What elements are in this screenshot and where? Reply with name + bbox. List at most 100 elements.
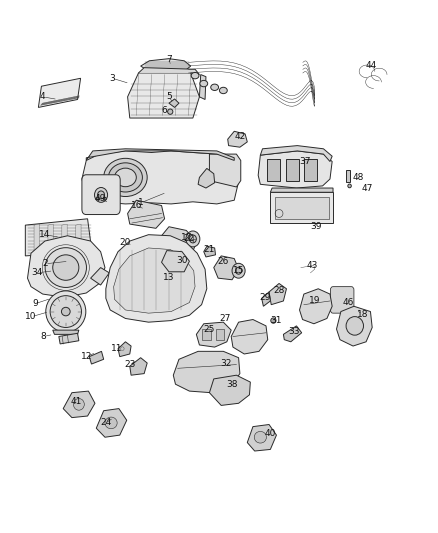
Polygon shape bbox=[261, 292, 270, 306]
Text: 11: 11 bbox=[111, 344, 123, 353]
Polygon shape bbox=[260, 146, 332, 161]
Polygon shape bbox=[199, 75, 206, 100]
Ellipse shape bbox=[109, 163, 142, 192]
Ellipse shape bbox=[115, 168, 136, 187]
Ellipse shape bbox=[74, 253, 81, 259]
Polygon shape bbox=[131, 241, 152, 261]
Ellipse shape bbox=[346, 317, 364, 335]
Polygon shape bbox=[39, 78, 81, 108]
Text: 44: 44 bbox=[366, 61, 377, 69]
Text: 30: 30 bbox=[176, 256, 188, 265]
Polygon shape bbox=[63, 391, 95, 418]
Polygon shape bbox=[209, 375, 251, 406]
Polygon shape bbox=[247, 424, 276, 451]
Text: 33: 33 bbox=[288, 327, 300, 336]
Polygon shape bbox=[169, 99, 179, 108]
Text: 8: 8 bbox=[41, 332, 46, 341]
Text: 49: 49 bbox=[95, 194, 106, 203]
Polygon shape bbox=[28, 236, 105, 297]
Polygon shape bbox=[336, 306, 372, 346]
Ellipse shape bbox=[98, 191, 105, 199]
Text: 41: 41 bbox=[71, 397, 82, 406]
Polygon shape bbox=[162, 227, 196, 256]
Text: 19: 19 bbox=[309, 296, 321, 305]
Ellipse shape bbox=[97, 197, 99, 200]
Text: 40: 40 bbox=[265, 429, 276, 438]
Ellipse shape bbox=[53, 255, 79, 280]
Text: 34: 34 bbox=[32, 268, 43, 277]
Ellipse shape bbox=[211, 84, 219, 91]
Ellipse shape bbox=[50, 296, 81, 327]
Polygon shape bbox=[269, 284, 286, 305]
Polygon shape bbox=[130, 358, 147, 375]
Ellipse shape bbox=[236, 267, 242, 274]
Text: 22: 22 bbox=[184, 235, 195, 244]
Bar bbox=[346, 170, 350, 182]
Polygon shape bbox=[127, 200, 165, 228]
Text: 12: 12 bbox=[81, 352, 92, 361]
Text: 10: 10 bbox=[25, 312, 37, 321]
Polygon shape bbox=[127, 73, 199, 118]
Text: 16: 16 bbox=[131, 201, 142, 210]
FancyBboxPatch shape bbox=[82, 175, 120, 215]
Text: 37: 37 bbox=[300, 157, 311, 166]
Polygon shape bbox=[270, 192, 333, 223]
Polygon shape bbox=[86, 149, 234, 160]
Ellipse shape bbox=[61, 308, 70, 316]
Polygon shape bbox=[258, 151, 332, 188]
Ellipse shape bbox=[74, 399, 84, 410]
Ellipse shape bbox=[95, 188, 108, 203]
Text: 3: 3 bbox=[110, 74, 115, 83]
Ellipse shape bbox=[271, 318, 276, 323]
Bar bbox=[215, 329, 224, 340]
Text: 9: 9 bbox=[32, 299, 38, 308]
Text: 47: 47 bbox=[361, 183, 373, 192]
Bar bbox=[304, 159, 318, 181]
Text: 7: 7 bbox=[166, 55, 172, 64]
FancyBboxPatch shape bbox=[330, 287, 354, 313]
Polygon shape bbox=[196, 322, 231, 347]
Text: 17: 17 bbox=[180, 233, 192, 242]
Text: 21: 21 bbox=[204, 245, 215, 254]
Bar bbox=[202, 329, 211, 340]
Ellipse shape bbox=[186, 231, 200, 247]
Ellipse shape bbox=[168, 109, 173, 114]
Polygon shape bbox=[114, 248, 195, 313]
Polygon shape bbox=[48, 224, 53, 255]
Text: 15: 15 bbox=[233, 266, 244, 275]
Text: 23: 23 bbox=[124, 360, 135, 369]
Polygon shape bbox=[76, 224, 81, 255]
Polygon shape bbox=[118, 342, 131, 357]
Text: 4: 4 bbox=[40, 92, 46, 101]
Polygon shape bbox=[231, 319, 268, 354]
Text: 42: 42 bbox=[234, 132, 246, 141]
Text: 28: 28 bbox=[273, 286, 285, 295]
Polygon shape bbox=[138, 68, 199, 75]
Text: 24: 24 bbox=[100, 418, 111, 427]
Text: 20: 20 bbox=[120, 238, 131, 247]
Text: 5: 5 bbox=[166, 92, 172, 101]
Ellipse shape bbox=[254, 431, 266, 443]
Polygon shape bbox=[162, 251, 189, 272]
Text: 29: 29 bbox=[259, 293, 270, 302]
Ellipse shape bbox=[189, 235, 196, 243]
Text: 25: 25 bbox=[204, 325, 215, 334]
Ellipse shape bbox=[191, 72, 199, 79]
Polygon shape bbox=[82, 151, 239, 204]
Text: 13: 13 bbox=[163, 272, 175, 281]
Text: 32: 32 bbox=[220, 359, 231, 367]
Bar bbox=[267, 159, 280, 181]
Ellipse shape bbox=[219, 87, 227, 94]
Bar bbox=[286, 159, 299, 181]
Polygon shape bbox=[91, 268, 110, 285]
Text: 43: 43 bbox=[307, 261, 318, 270]
Polygon shape bbox=[228, 131, 247, 147]
Polygon shape bbox=[270, 188, 333, 192]
Ellipse shape bbox=[32, 253, 40, 259]
Polygon shape bbox=[106, 235, 207, 322]
Polygon shape bbox=[53, 330, 79, 334]
Ellipse shape bbox=[45, 248, 86, 287]
Polygon shape bbox=[214, 256, 239, 280]
Text: 2: 2 bbox=[42, 260, 48, 268]
Text: 39: 39 bbox=[310, 222, 321, 231]
